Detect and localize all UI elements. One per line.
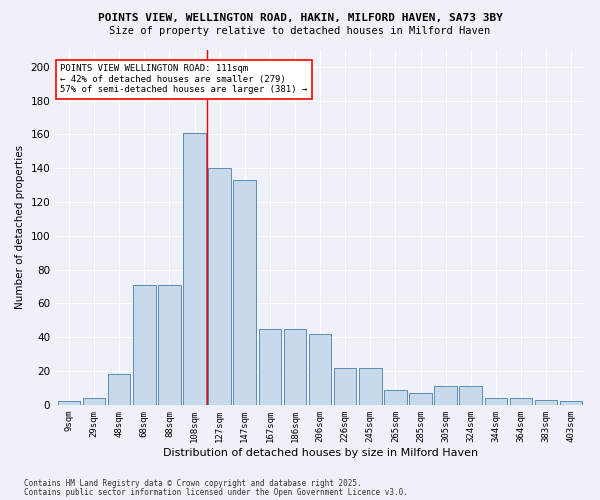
Bar <box>359 368 382 405</box>
Bar <box>309 334 331 405</box>
Bar <box>58 402 80 405</box>
Bar <box>233 180 256 405</box>
Bar <box>409 393 432 405</box>
Bar <box>183 133 206 405</box>
Bar <box>108 374 130 405</box>
Bar <box>284 329 306 405</box>
Bar <box>133 285 155 405</box>
Bar <box>334 368 356 405</box>
Text: POINTS VIEW, WELLINGTON ROAD, HAKIN, MILFORD HAVEN, SA73 3BY: POINTS VIEW, WELLINGTON ROAD, HAKIN, MIL… <box>97 12 503 22</box>
Text: Size of property relative to detached houses in Milford Haven: Size of property relative to detached ho… <box>109 26 491 36</box>
Bar <box>158 285 181 405</box>
Bar <box>560 402 583 405</box>
Bar <box>83 398 106 405</box>
Bar <box>384 390 407 405</box>
Bar <box>485 398 507 405</box>
Bar <box>259 329 281 405</box>
Bar <box>434 386 457 405</box>
Y-axis label: Number of detached properties: Number of detached properties <box>15 146 25 310</box>
Bar <box>509 398 532 405</box>
Bar <box>535 400 557 405</box>
Bar <box>460 386 482 405</box>
X-axis label: Distribution of detached houses by size in Milford Haven: Distribution of detached houses by size … <box>163 448 478 458</box>
Bar <box>208 168 231 405</box>
Text: POINTS VIEW WELLINGTON ROAD: 111sqm
← 42% of detached houses are smaller (279)
5: POINTS VIEW WELLINGTON ROAD: 111sqm ← 42… <box>61 64 308 94</box>
Text: Contains HM Land Registry data © Crown copyright and database right 2025.: Contains HM Land Registry data © Crown c… <box>24 479 362 488</box>
Text: Contains public sector information licensed under the Open Government Licence v3: Contains public sector information licen… <box>24 488 408 497</box>
